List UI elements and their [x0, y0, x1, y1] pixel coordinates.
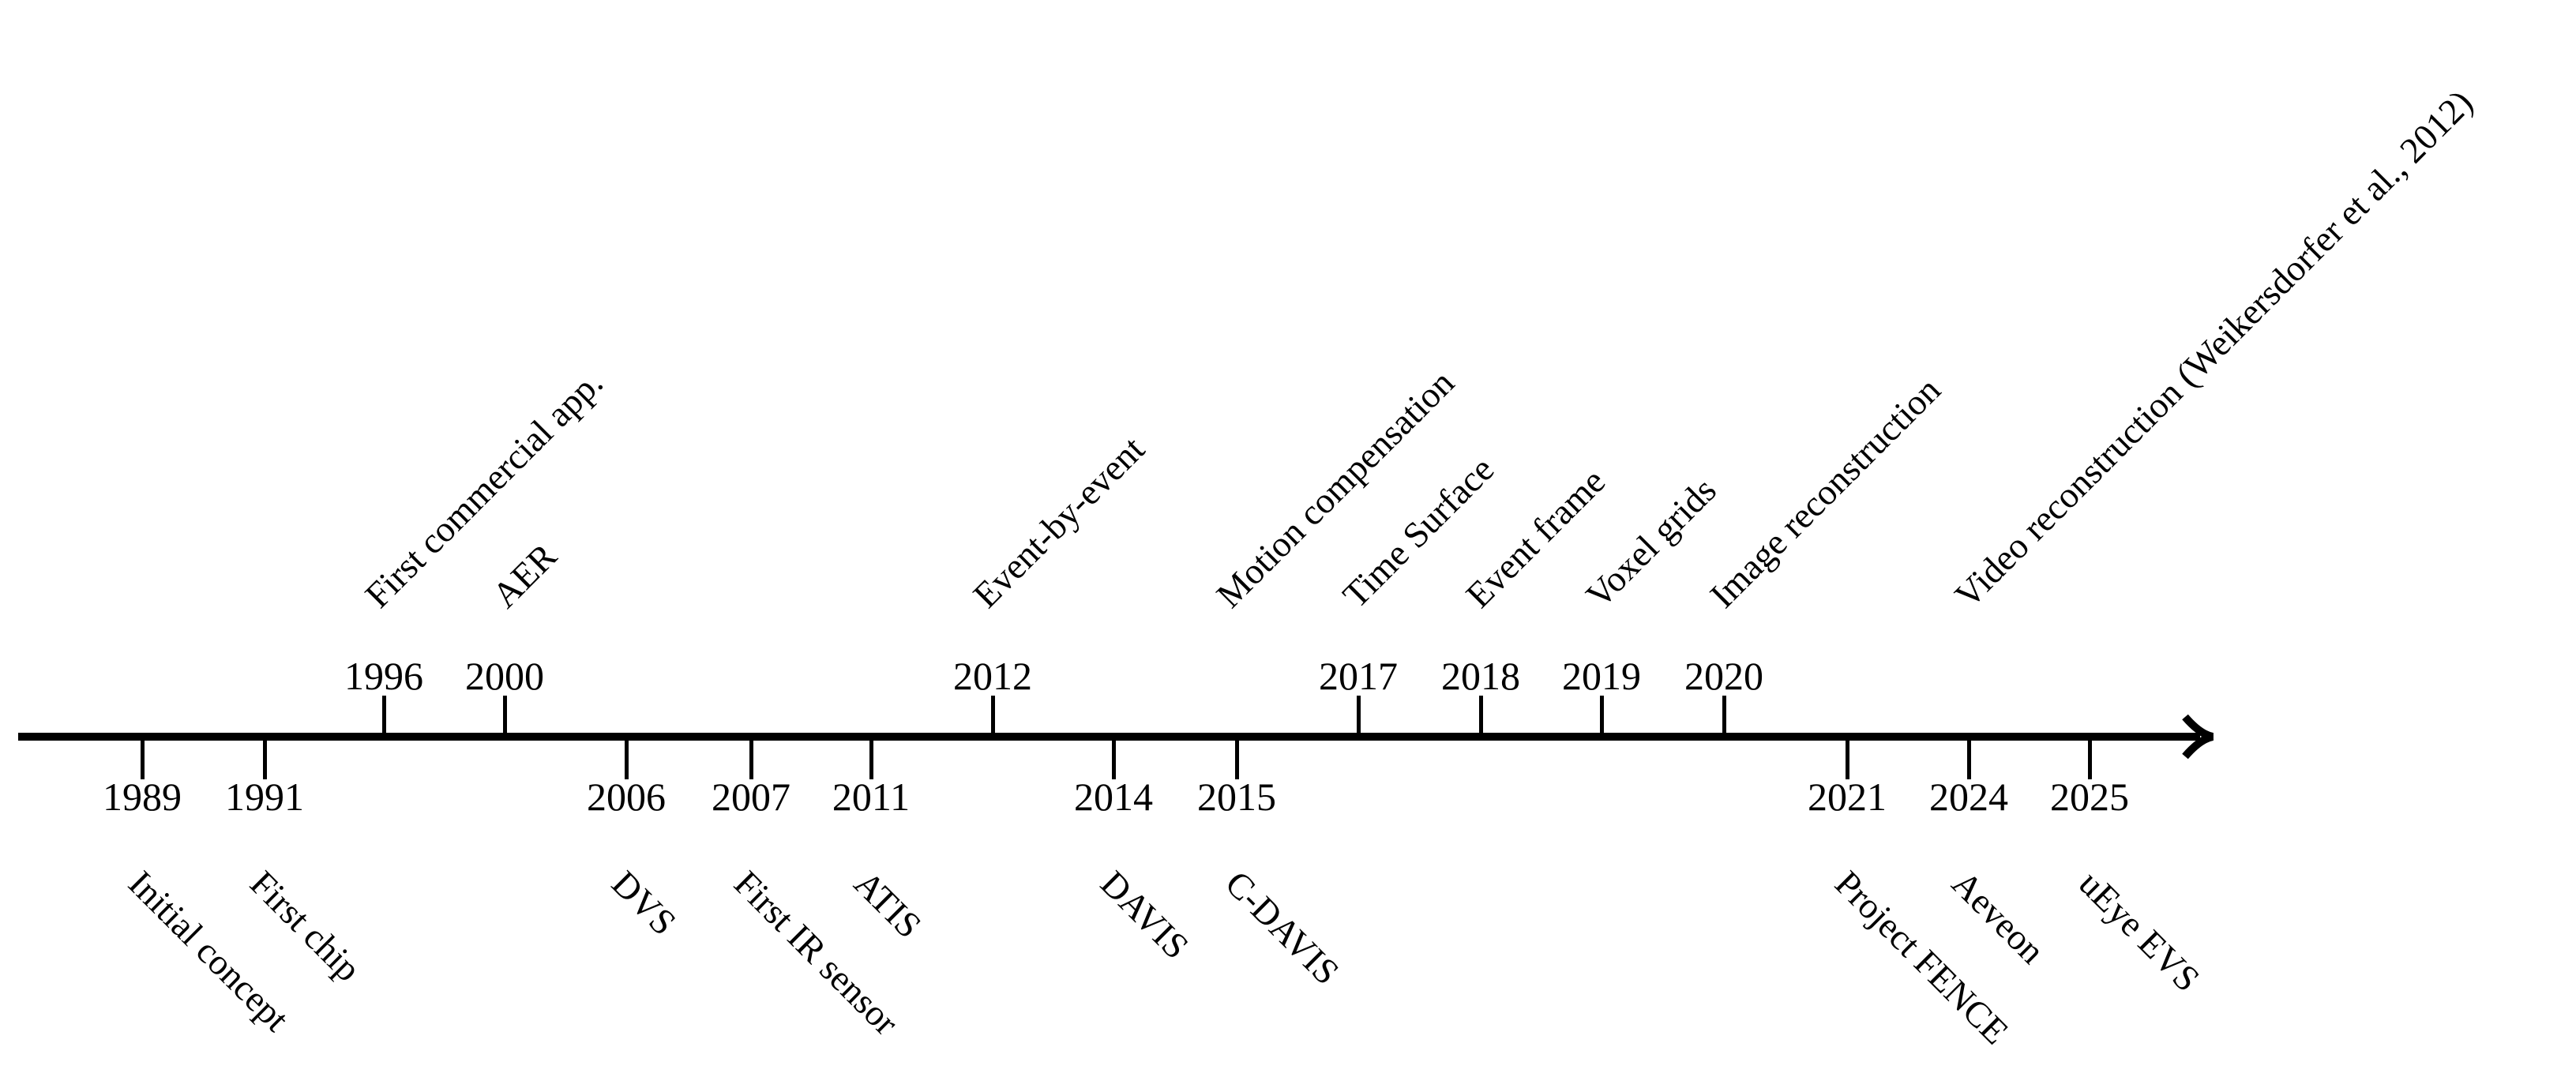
- timeline-axis: [18, 733, 2200, 741]
- year-label-2021: 2021: [1808, 775, 1887, 819]
- tick-below-2007: [749, 737, 753, 779]
- year-label-2018: 2018: [1441, 654, 1520, 698]
- event-label-top: Motion compensation: [1208, 362, 1463, 616]
- event-label-top: AER: [484, 535, 565, 616]
- year-label-2025: 2025: [2050, 775, 2129, 819]
- event-label-bottom: uEye EVS: [2071, 862, 2208, 1000]
- tick-below-2024: [1967, 737, 1971, 779]
- tick-below-1989: [141, 737, 145, 779]
- year-label-2007: 2007: [712, 775, 790, 819]
- year-label-1991: 1991: [225, 775, 304, 819]
- year-label-2020: 2020: [1684, 654, 1763, 698]
- year-label-2024: 2024: [1929, 775, 2008, 819]
- event-label-top: Event-by-event: [965, 428, 1152, 616]
- year-label-1996: 1996: [344, 654, 423, 698]
- year-label-2019: 2019: [1562, 654, 1641, 698]
- tick-below-2006: [625, 737, 629, 779]
- year-label-1989: 1989: [103, 775, 182, 819]
- year-label-2015: 2015: [1197, 775, 1276, 819]
- tick-below-2021: [1846, 737, 1849, 779]
- year-label-2017: 2017: [1319, 654, 1398, 698]
- event-label-top: First commercial app.: [357, 362, 610, 616]
- tick-below-1991: [263, 737, 267, 779]
- year-label-2006: 2006: [587, 775, 666, 819]
- year-label-2014: 2014: [1074, 775, 1153, 819]
- event-label-bottom: First chip: [242, 862, 369, 989]
- tick-above-2018: [1479, 696, 1483, 737]
- year-label-2000: 2000: [465, 654, 544, 698]
- event-label-top: Image reconstruction: [1702, 369, 1948, 616]
- event-label-bottom: DAVIS: [1093, 862, 1197, 967]
- tick-above-2012: [991, 696, 995, 737]
- tick-below-2015: [1235, 737, 1239, 779]
- tick-below-2011: [869, 737, 873, 779]
- event-label-bottom: Aeveon: [1944, 862, 2053, 972]
- tick-below-2025: [2088, 737, 2092, 779]
- year-label-2012: 2012: [953, 654, 1032, 698]
- tick-above-2000: [503, 696, 507, 737]
- tick-below-2014: [1112, 737, 1116, 779]
- tick-above-2020: [1722, 696, 1726, 737]
- year-label-2011: 2011: [832, 775, 911, 819]
- axis-arrowhead-icon: [2182, 714, 2214, 760]
- tick-above-1996: [382, 696, 386, 737]
- event-label-bottom: C-DAVIS: [1218, 862, 1347, 993]
- event-label-bottom: ATIS: [847, 862, 929, 946]
- event-label-top: Video reconstruction (Weikersdorfer et a…: [1947, 81, 2480, 616]
- tick-above-2017: [1357, 696, 1361, 737]
- tick-above-2019: [1600, 696, 1604, 737]
- event-label-bottom: DVS: [604, 862, 685, 944]
